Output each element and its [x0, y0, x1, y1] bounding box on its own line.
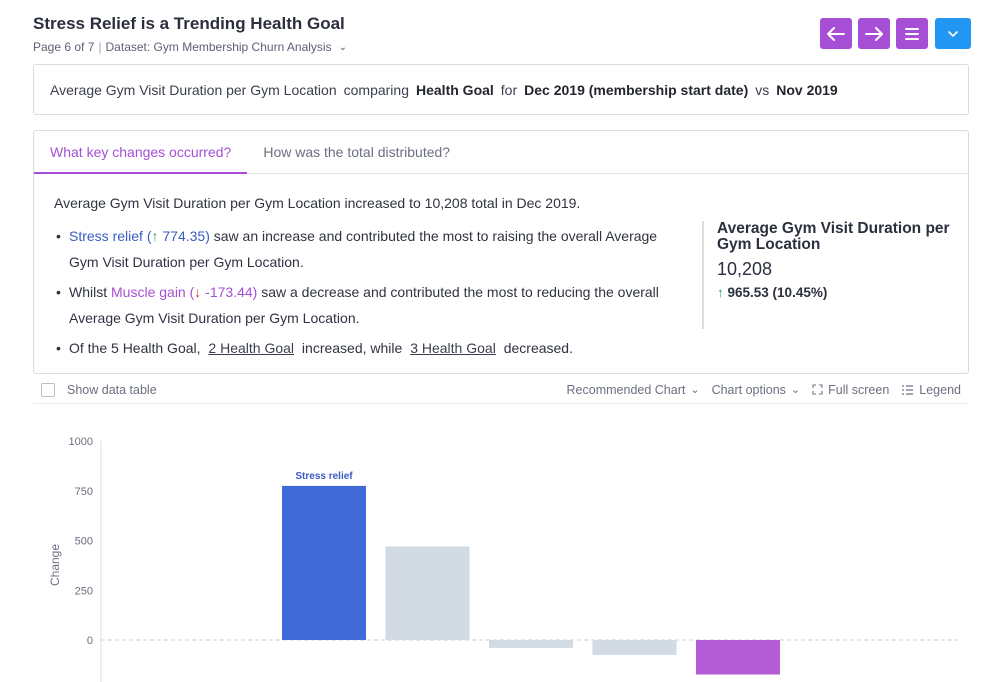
query-vs: vs [755, 81, 770, 98]
chart-svg: 0 250 500 750 1000 Change Stress relief [48, 436, 958, 682]
prev-page-button[interactable] [820, 18, 852, 49]
header: Stress Relief is a Trending Health Goal … [33, 14, 347, 54]
chevron-down-icon: ⌄ [690, 384, 700, 396]
list-item: Whilst Muscle gain (↓ -173.44) saw a dec… [54, 279, 684, 331]
recommended-chart-label: Recommended Chart [566, 382, 686, 397]
bullet-mid: increased, while [301, 340, 403, 356]
chart-bar [282, 485, 366, 640]
muscle-gain-label: Muscle gain [111, 284, 186, 300]
tab-key-changes[interactable]: What key changes occurred? [34, 131, 248, 174]
decreased-goals-link[interactable]: 3 Health Goal [410, 340, 496, 356]
insight-summary: Average Gym Visit Duration per Gym Locat… [54, 195, 581, 211]
kpi-title: Average Gym Visit Duration per Gym Locat… [717, 220, 950, 253]
full-screen-label: Full screen [828, 382, 890, 397]
chevron-down-icon: ⌄ [790, 384, 801, 396]
bar-label-stress-relief: Stress relief [295, 471, 353, 482]
menu-button[interactable] [896, 18, 928, 49]
paren: ( [146, 228, 152, 244]
chart-toolbar: Show data table Recommended Chart ⌄ Char… [33, 376, 969, 404]
legend-label: Legend [919, 382, 961, 397]
nav-buttons [820, 18, 971, 49]
bullet-text: saw an increase and contributed the most… [69, 228, 658, 270]
list-item: Of the 5 Health Goal, 2 Health Goal incr… [54, 335, 684, 361]
y-axis-label: Change [48, 544, 62, 586]
kpi-change-value: 965.53 (10.45%) [727, 285, 828, 300]
chart-options-dropdown[interactable]: Chart options ⌄ [712, 383, 801, 397]
kpi-value: 10,208 [717, 259, 773, 279]
up-arrow-icon: ↑ [151, 228, 159, 244]
fullscreen-icon [812, 384, 823, 395]
recommended-chart-dropdown[interactable]: Recommended Chart ⌄ [567, 383, 700, 397]
chevron-down-icon [948, 30, 958, 37]
page-title: Stress Relief is a Trending Health Goal [33, 14, 345, 33]
y-tick-label: 250 [75, 585, 93, 597]
separator: | [98, 40, 102, 54]
chart-bar [489, 640, 573, 648]
stress-relief-value: 774.35) [162, 228, 210, 244]
list-item: Stress relief (↑ 774.35) saw an increase… [54, 223, 684, 275]
down-arrow-icon: ↓ [194, 284, 202, 300]
paren: ( [189, 284, 195, 300]
arrow-right-icon [865, 26, 883, 41]
y-tick-label: 1000 [69, 436, 93, 448]
chevron-down-icon[interactable]: ⌄ [338, 41, 347, 53]
insight-card: What key changes occurred? How was the t… [33, 130, 969, 374]
y-tick-label: 0 [87, 635, 93, 647]
query-comparing: comparing [343, 81, 409, 98]
change-bar-chart: 0 250 500 750 1000 Change Stress relief [33, 420, 973, 682]
next-page-button[interactable] [858, 18, 890, 49]
show-data-table-checkbox[interactable] [41, 382, 55, 397]
chart-bar [696, 640, 780, 675]
chart-bar [592, 640, 677, 655]
query-period: Dec 2019 (membership start date) [524, 81, 749, 98]
chart-options-label: Chart options [711, 382, 786, 397]
query-metric: Average Gym Visit Duration per Gym Locat… [50, 81, 337, 98]
chart-bar [385, 546, 470, 640]
bullet-prefix: Of the 5 Health Goal, [69, 340, 201, 356]
query-compare-period: Nov 2019 [776, 81, 838, 98]
legend-icon [902, 384, 914, 395]
tab-bar: What key changes occurred? How was the t… [34, 131, 968, 174]
menu-icon [905, 27, 919, 40]
bullet-prefix: Whilst [69, 284, 108, 300]
tab-total-distribution[interactable]: How was the total distributed? [263, 144, 451, 160]
query-dimension: Health Goal [416, 81, 494, 98]
query-for: for [500, 81, 518, 98]
kpi-change: ↑ 965.53 (10.45%) [717, 285, 952, 300]
arrow-left-icon [827, 26, 845, 41]
muscle-gain-value: -173.44) [205, 284, 258, 300]
up-arrow-icon: ↑ [717, 285, 724, 300]
increased-goals-link[interactable]: 2 Health Goal [208, 340, 295, 356]
y-tick-label: 500 [75, 536, 93, 548]
insight-bullets: Stress relief (↑ 774.35) saw an increase… [54, 223, 684, 365]
show-data-table-label[interactable]: Show data table [67, 382, 157, 397]
more-dropdown-button[interactable] [935, 18, 971, 49]
toolbar-actions: Recommended Chart ⌄ Chart options ⌄ Full… [567, 383, 969, 397]
bullet-text: saw a decrease and contributed the most … [69, 284, 659, 326]
legend-button[interactable]: Legend [901, 383, 961, 397]
query-bar[interactable]: Average Gym Visit Duration per Gym Locat… [33, 64, 969, 115]
kpi-panel: Average Gym Visit Duration per Gym Locat… [702, 221, 952, 329]
bullet-suffix: decreased. [503, 340, 573, 356]
page-info: Page 6 of 7 [33, 40, 95, 54]
page-subtitle: Page 6 of 7 | Dataset: Gym Membership Ch… [33, 40, 347, 54]
dataset-selector[interactable]: Dataset: Gym Membership Churn Analysis [105, 40, 332, 54]
full-screen-button[interactable]: Full screen [812, 383, 889, 397]
stress-relief-label: Stress relief [69, 228, 143, 244]
y-tick-label: 750 [75, 486, 93, 498]
